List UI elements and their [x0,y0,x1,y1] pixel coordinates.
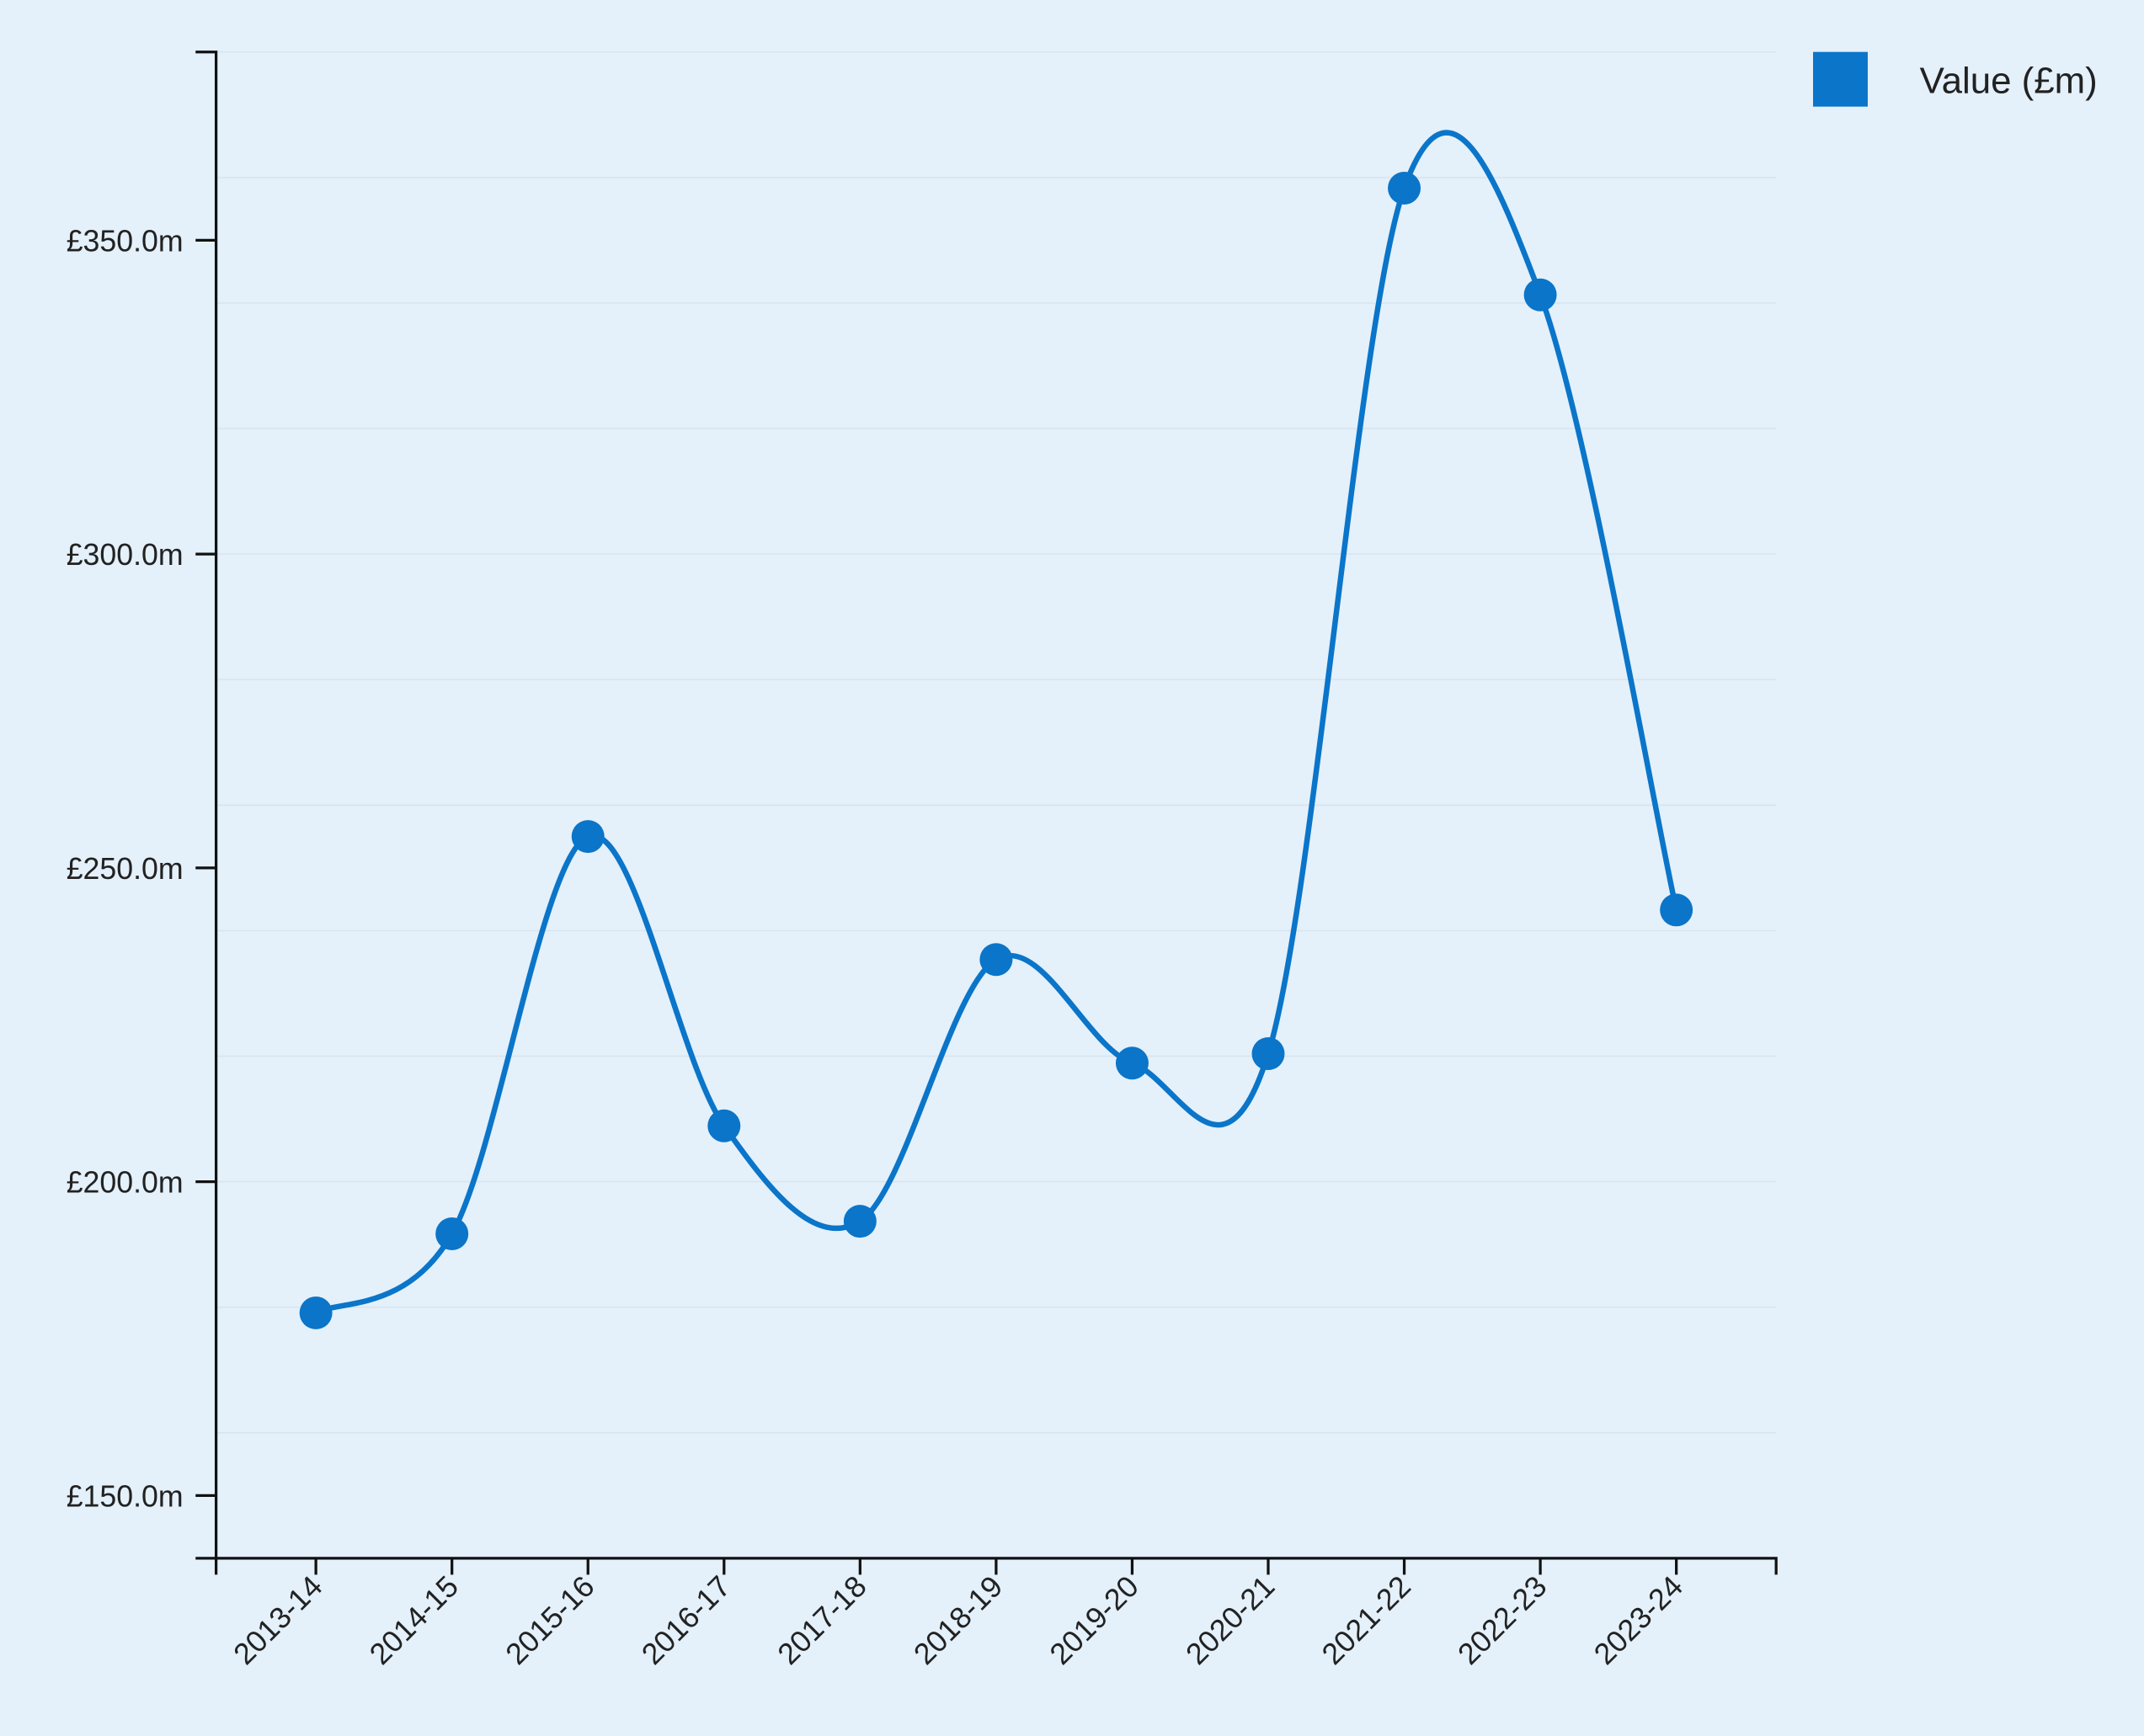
point [299,1296,333,1329]
y-tick-label: £200.0m [67,1166,184,1200]
plot [299,130,1693,1329]
y-tick-label: £350.0m [67,224,184,258]
y-tick-label: £250.0m [67,852,184,886]
point [435,1217,469,1250]
point [1388,171,1421,205]
point [1523,278,1557,312]
point [843,1205,877,1238]
legend-swatch [1813,51,1868,107]
y-tick-label: £300.0m [67,538,184,572]
point [1660,893,1693,927]
y-tick-label: £150.0m [67,1479,184,1513]
legend-label: Value (£m) [1920,60,2098,101]
point [979,943,1013,977]
point [707,1109,741,1142]
axes [195,51,1778,1575]
point [1251,1037,1285,1071]
point [571,820,605,854]
point [1115,1046,1149,1080]
